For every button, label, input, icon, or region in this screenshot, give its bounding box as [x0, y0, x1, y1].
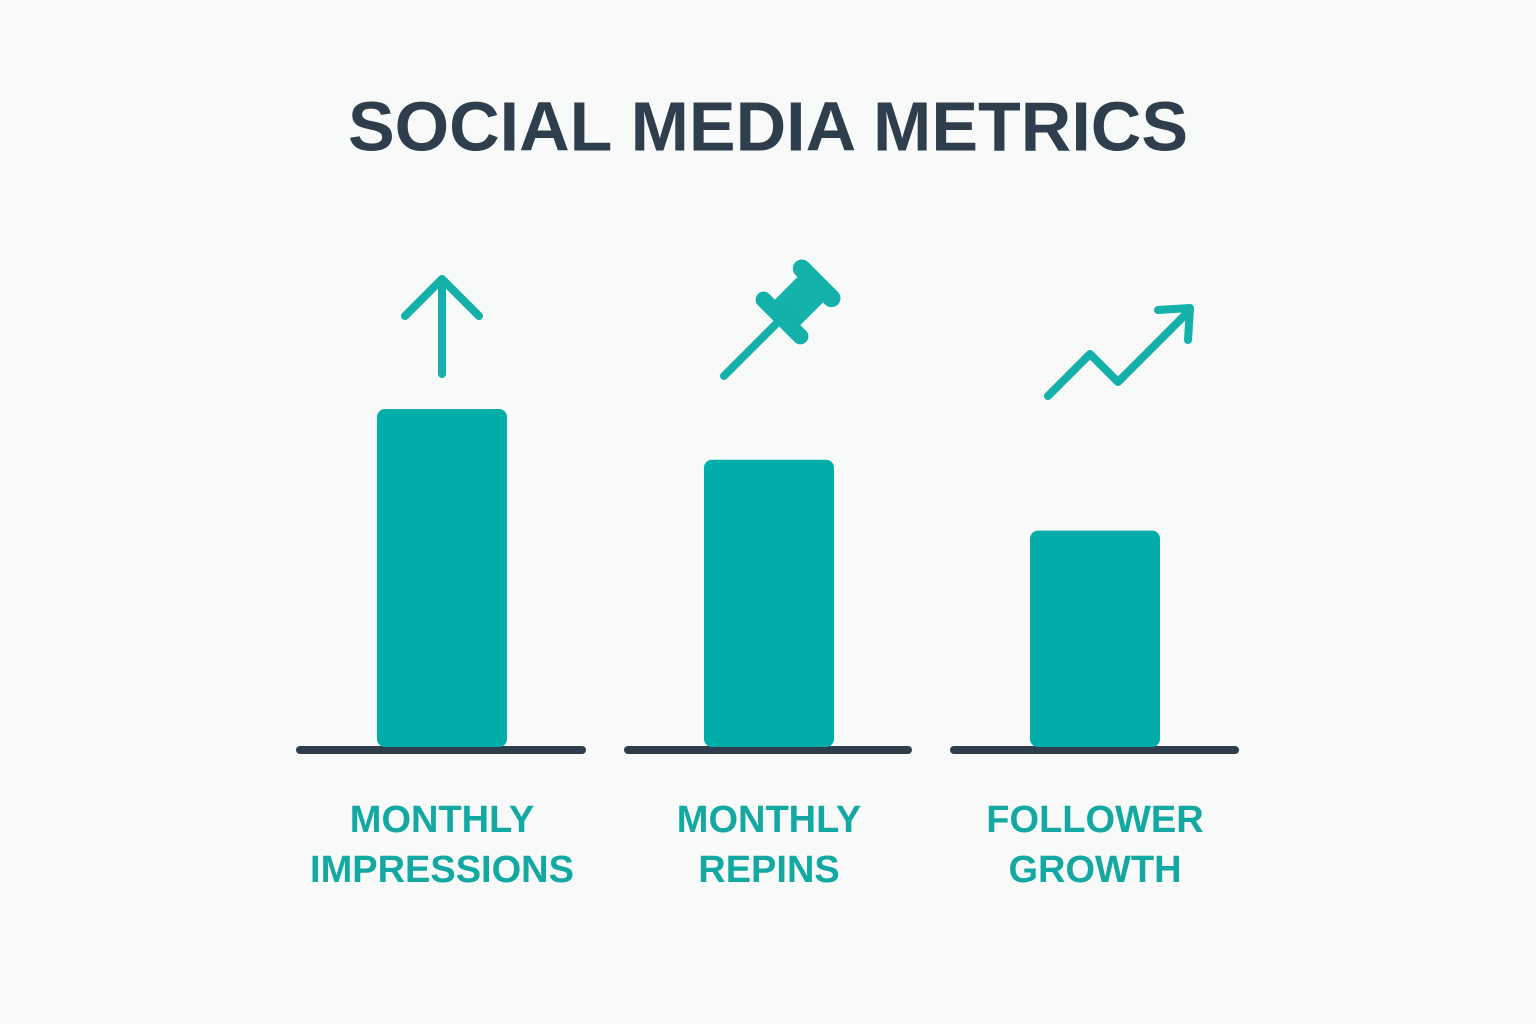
bar — [704, 459, 834, 747]
bar — [1030, 530, 1160, 747]
up-arrow-icon — [401, 275, 483, 378]
pin-icon — [720, 259, 841, 380]
category-label: MONTHLY IMPRESSIONS — [310, 799, 574, 891]
bar — [377, 409, 507, 747]
category-label: FOLLOWER GROWTH — [986, 799, 1204, 891]
chart-title: SOCIAL MEDIA METRICS — [348, 87, 1188, 165]
category-label: MONTHLY REPINS — [676, 799, 862, 891]
trend-icon — [1044, 304, 1194, 400]
